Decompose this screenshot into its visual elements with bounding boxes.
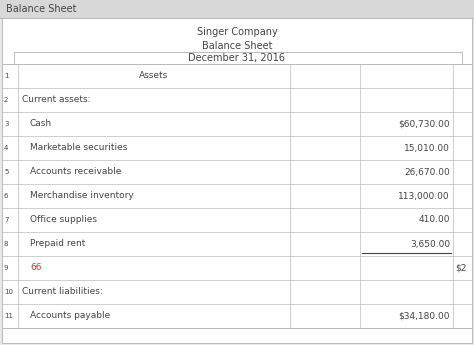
Text: Prepaid rent: Prepaid rent <box>30 239 85 248</box>
Text: 3: 3 <box>4 121 9 127</box>
Text: 1: 1 <box>4 73 9 79</box>
Text: Marketable securities: Marketable securities <box>30 144 128 152</box>
Text: 66: 66 <box>30 264 42 273</box>
Text: 15,010.00: 15,010.00 <box>404 144 450 152</box>
Text: 10: 10 <box>4 289 13 295</box>
Text: $2: $2 <box>455 264 466 273</box>
Text: 7: 7 <box>4 217 9 223</box>
Text: Accounts payable: Accounts payable <box>30 312 110 321</box>
Text: Accounts receivable: Accounts receivable <box>30 168 121 177</box>
Text: $60,730.00: $60,730.00 <box>398 119 450 128</box>
Text: 2: 2 <box>4 97 9 103</box>
Text: 3,650.00: 3,650.00 <box>410 239 450 248</box>
Text: Balance Sheet: Balance Sheet <box>6 4 76 14</box>
Bar <box>0 0 474 18</box>
Text: 6: 6 <box>4 193 9 199</box>
Bar <box>2 64 472 328</box>
Text: Current assets:: Current assets: <box>22 96 91 105</box>
Text: Cash: Cash <box>30 119 52 128</box>
Text: Singer Company: Singer Company <box>197 27 277 37</box>
Text: 410.00: 410.00 <box>419 216 450 225</box>
Text: 11: 11 <box>4 313 13 319</box>
Text: 4: 4 <box>4 145 9 151</box>
Text: Current liabilities:: Current liabilities: <box>22 287 103 296</box>
Text: December 31, 2016: December 31, 2016 <box>189 53 285 63</box>
Text: 113,000.00: 113,000.00 <box>398 191 450 200</box>
Bar <box>14 52 462 64</box>
Text: 8: 8 <box>4 241 9 247</box>
Text: Merchandise inventory: Merchandise inventory <box>30 191 134 200</box>
Text: 26,670.00: 26,670.00 <box>404 168 450 177</box>
Text: Assets: Assets <box>139 71 169 80</box>
Text: $34,180.00: $34,180.00 <box>399 312 450 321</box>
Text: 9: 9 <box>4 265 9 271</box>
Text: Balance Sheet: Balance Sheet <box>202 41 272 51</box>
Text: 5: 5 <box>4 169 9 175</box>
Text: Office supplies: Office supplies <box>30 216 97 225</box>
